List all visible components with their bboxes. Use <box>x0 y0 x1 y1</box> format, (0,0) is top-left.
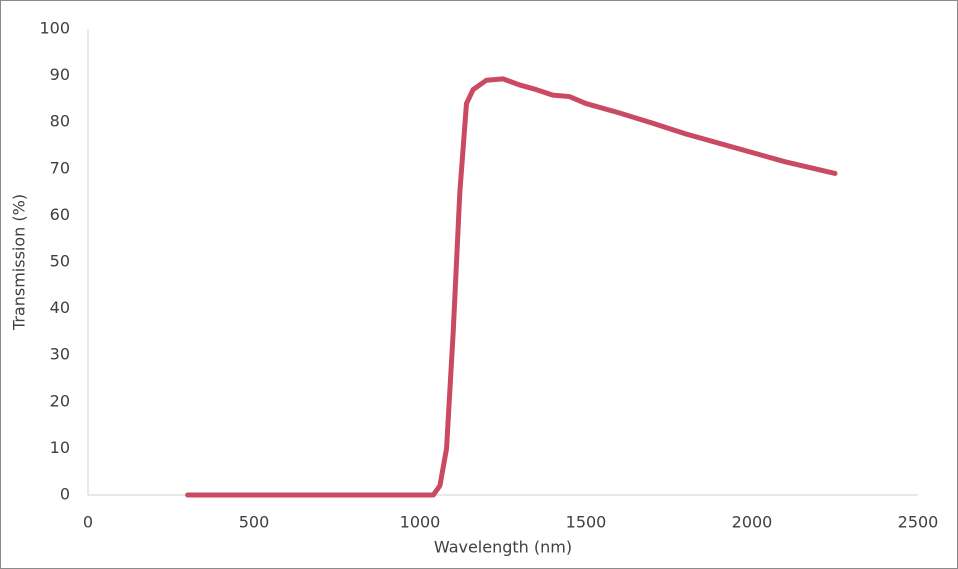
y-tick-label: 90 <box>50 65 70 84</box>
y-tick-label: 100 <box>39 19 70 38</box>
data-line <box>185 76 838 498</box>
y-tick-label: 30 <box>50 345 70 364</box>
y-tick-label: 50 <box>50 252 70 271</box>
x-tick-label: 500 <box>239 513 270 532</box>
y-tick-label: 20 <box>50 391 70 410</box>
x-tick-label: 1000 <box>400 513 441 532</box>
x-tick-label: 1500 <box>566 513 607 532</box>
y-tick-label: 10 <box>50 438 70 457</box>
y-tick-label: 70 <box>50 158 70 177</box>
x-axis-title: Wavelength (nm) <box>434 538 572 557</box>
x-tick-label: 2500 <box>898 513 939 532</box>
y-tick-label: 80 <box>50 112 70 131</box>
y-tick-label: 60 <box>50 205 70 224</box>
y-tick-label: 0 <box>60 485 70 504</box>
x-tick-label: 2000 <box>732 513 773 532</box>
y-axis-title: Transmission (%) <box>10 194 29 331</box>
y-tick-label: 40 <box>50 298 70 317</box>
x-tick-label: 0 <box>83 513 93 532</box>
